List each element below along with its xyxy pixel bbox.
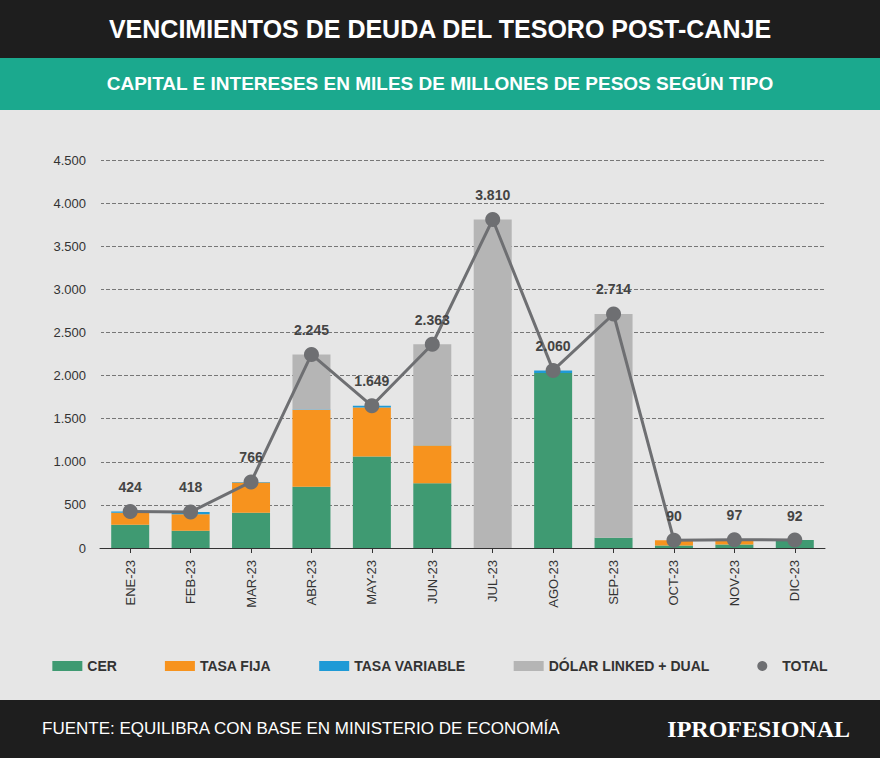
html-text:IPROFESIONAL: IPROFESIONAL [667, 715, 850, 742]
svg-text:97: 97 [727, 507, 743, 523]
svg-text:DÓLAR LINKED + DUAL: DÓLAR LINKED + DUAL [549, 657, 710, 674]
svg-text:1.000: 1.000 [53, 454, 86, 469]
svg-text:OCT-23: OCT-23 [666, 560, 681, 606]
svg-text:4.000: 4.000 [53, 196, 86, 211]
svg-text:MAY-23: MAY-23 [364, 560, 379, 605]
svg-text:JUN-23: JUN-23 [425, 560, 440, 604]
svg-text:766: 766 [239, 449, 263, 465]
svg-text:2.060: 2.060 [536, 338, 571, 354]
svg-text:TASA FIJA: TASA FIJA [200, 658, 271, 674]
svg-text:2.245: 2.245 [294, 322, 329, 338]
svg-text:1.649: 1.649 [354, 373, 389, 389]
svg-text:AGO-23: AGO-23 [546, 560, 561, 608]
svg-text:418: 418 [179, 479, 203, 495]
svg-text:CER: CER [87, 658, 117, 674]
svg-text:0: 0 [79, 541, 86, 556]
svg-text:90: 90 [666, 508, 682, 524]
svg-text:ENE-23: ENE-23 [123, 560, 138, 606]
svg-text:MAR-23: MAR-23 [244, 560, 259, 608]
svg-text:ABR-23: ABR-23 [304, 560, 319, 606]
svg-text:TASA VARIABLE: TASA VARIABLE [354, 658, 465, 674]
svg-text:DIC-23: DIC-23 [787, 560, 802, 601]
svg-text:FEB-23: FEB-23 [183, 560, 198, 604]
html-text:VENCIMIENTOS DE DEUDA DEL TESO: VENCIMIENTOS DE DEUDA DEL TESORO POST-CA… [108, 14, 772, 43]
html-text:FUENTE: EQUILIBRA CON BASE EN: FUENTE: EQUILIBRA CON BASE EN MINISTERIO… [42, 719, 560, 738]
svg-text:1.500: 1.500 [53, 411, 86, 426]
svg-text:3.500: 3.500 [53, 239, 86, 254]
svg-text:TOTAL: TOTAL [782, 658, 828, 674]
svg-text:3.810: 3.810 [475, 187, 510, 203]
svg-text:4.500: 4.500 [53, 153, 86, 168]
svg-text:2.363: 2.363 [415, 312, 450, 328]
svg-text:424: 424 [119, 479, 143, 495]
svg-text:92: 92 [787, 508, 803, 524]
svg-text:2.500: 2.500 [53, 325, 86, 340]
svg-text:3.000: 3.000 [53, 282, 86, 297]
svg-text:SEP-23: SEP-23 [606, 560, 621, 605]
svg-text:NOV-23: NOV-23 [727, 560, 742, 606]
svg-text:2.714: 2.714 [596, 281, 631, 297]
svg-text:500: 500 [64, 497, 86, 512]
svg-text:2.000: 2.000 [53, 368, 86, 383]
html-text:CAPITAL E INTERESES EN MILES D: CAPITAL E INTERESES EN MILES DE MILLONES… [106, 73, 774, 94]
svg-text:JUL-23: JUL-23 [485, 560, 500, 602]
